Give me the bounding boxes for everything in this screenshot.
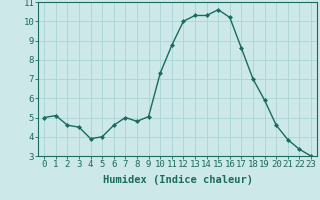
X-axis label: Humidex (Indice chaleur): Humidex (Indice chaleur): [103, 175, 252, 185]
